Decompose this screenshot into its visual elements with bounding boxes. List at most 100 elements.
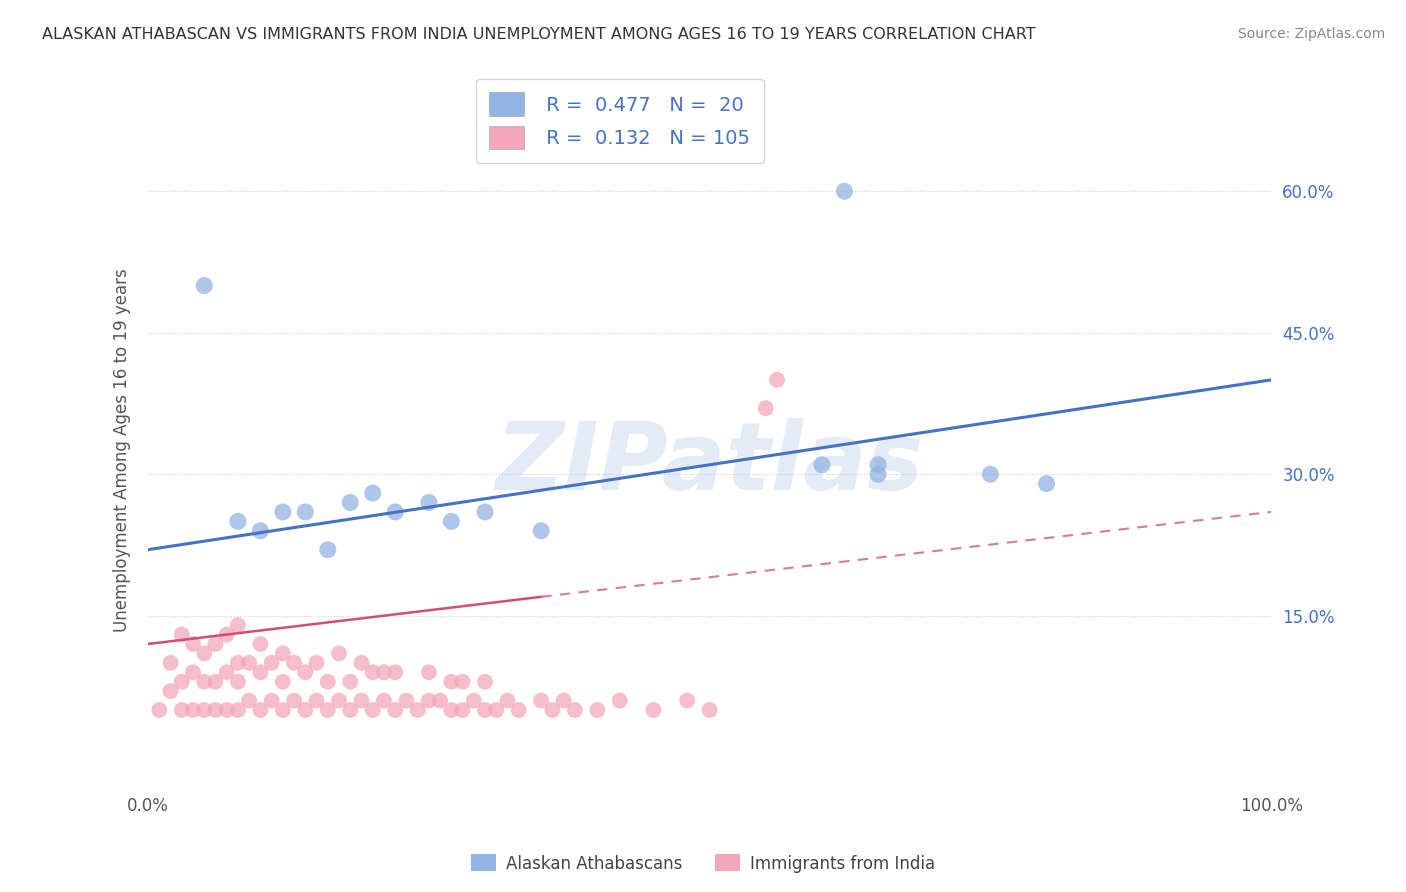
Point [193,647,215,661]
Point [305,656,328,670]
Point [249,703,271,717]
Point [316,674,339,689]
Point [181,703,204,717]
Point [283,693,305,707]
Point [215,665,238,680]
Point [530,693,553,707]
Point [361,486,384,500]
Point [249,665,271,680]
Point [474,505,496,519]
Point [429,693,451,707]
Point [271,674,294,689]
Point [361,703,384,717]
Point [586,703,609,717]
Point [530,524,553,538]
Point [204,674,226,689]
Point [384,505,406,519]
Legend:  R =  0.477   N =  20,  R =  0.132   N = 105: R = 0.477 N = 20, R = 0.132 N = 105 [475,78,763,163]
Point [328,647,350,661]
Point [868,458,890,472]
Point [226,674,249,689]
Point [485,703,508,717]
Point [440,514,463,528]
Point [451,703,474,717]
Point [215,703,238,717]
Point [609,693,631,707]
Point [193,703,215,717]
Point [384,703,406,717]
Point [418,693,440,707]
Text: Source: ZipAtlas.com: Source: ZipAtlas.com [1237,27,1385,41]
Point [350,693,373,707]
Point [979,467,1001,482]
Point [373,693,395,707]
Point [260,693,283,707]
Point [181,637,204,651]
Point [170,703,193,717]
Point [193,674,215,689]
Point [226,514,249,528]
Point [868,467,890,482]
Point [811,458,834,472]
Point [260,656,283,670]
Point [676,693,699,707]
Point [339,703,361,717]
Text: ALASKAN ATHABASCAN VS IMMIGRANTS FROM INDIA UNEMPLOYMENT AMONG AGES 16 TO 19 YEA: ALASKAN ATHABASCAN VS IMMIGRANTS FROM IN… [42,27,1036,42]
Point [418,495,440,509]
Point [316,542,339,557]
Point [238,656,260,670]
Point [159,684,181,698]
Point [249,524,271,538]
Point [373,665,395,680]
Point [215,627,238,641]
Point [226,703,249,717]
Point [1035,476,1057,491]
Point [316,703,339,717]
Point [339,674,361,689]
Point [148,703,170,717]
Point [643,703,665,717]
Point [339,495,361,509]
Point [541,703,564,717]
Point [328,693,350,707]
Point [226,656,249,670]
Point [418,665,440,680]
Point [395,693,418,707]
Point [204,637,226,651]
Point [766,373,789,387]
Point [193,278,215,293]
Point [204,703,226,717]
Point [440,703,463,717]
Point [159,656,181,670]
Point [181,665,204,680]
Point [294,665,316,680]
Point [451,674,474,689]
Point [238,693,260,707]
Point [350,656,373,670]
Point [508,703,530,717]
Point [406,703,429,717]
Point [361,665,384,680]
Point [294,505,316,519]
Point [440,674,463,689]
Point [553,693,575,707]
Point [474,674,496,689]
Y-axis label: Unemployment Among Ages 16 to 19 years: Unemployment Among Ages 16 to 19 years [114,268,131,632]
Point [271,647,294,661]
Legend: Alaskan Athabascans, Immigrants from India: Alaskan Athabascans, Immigrants from Ind… [464,847,942,880]
Point [170,627,193,641]
Point [834,184,856,198]
Text: ZIPatlas: ZIPatlas [495,418,924,510]
Point [170,674,193,689]
Point [271,703,294,717]
Point [463,693,485,707]
Point [249,637,271,651]
Point [271,505,294,519]
Point [474,703,496,717]
Point [283,656,305,670]
Point [294,703,316,717]
Point [699,703,721,717]
Point [564,703,586,717]
Point [226,618,249,632]
Point [755,401,778,416]
